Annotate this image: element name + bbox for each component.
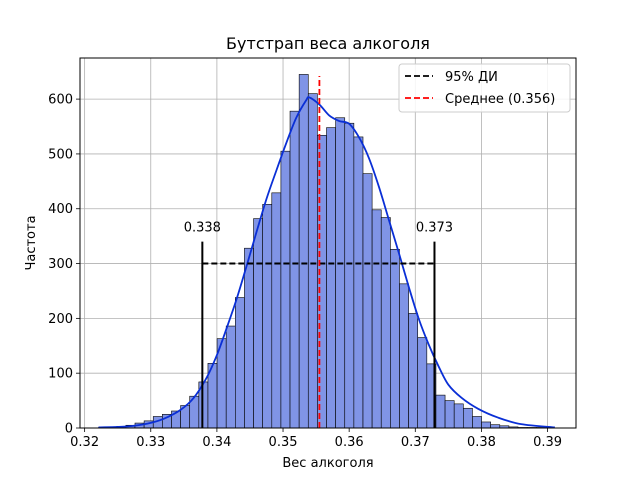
ci-lower-label: 0.338 bbox=[184, 221, 221, 236]
histogram-bar bbox=[445, 401, 454, 428]
histogram-bar bbox=[454, 404, 463, 428]
histogram-bar bbox=[281, 151, 290, 428]
x-tick-label: 0.36 bbox=[335, 435, 364, 450]
chart-title: Бутстрап веса алкоголя bbox=[226, 34, 430, 53]
histogram-bar bbox=[308, 94, 317, 428]
x-tick-label: 0.39 bbox=[533, 435, 562, 450]
histogram-bar bbox=[290, 111, 299, 428]
histogram-bar bbox=[272, 193, 281, 428]
y-tick-label: 0 bbox=[65, 422, 73, 437]
x-tick-label: 0.34 bbox=[202, 435, 231, 450]
histogram-bar bbox=[472, 416, 481, 428]
y-tick-label: 100 bbox=[48, 367, 73, 382]
y-tick-label: 500 bbox=[48, 147, 73, 162]
histogram-bar bbox=[226, 326, 235, 428]
x-tick-label: 0.37 bbox=[401, 435, 430, 450]
y-tick-label: 200 bbox=[48, 312, 73, 327]
y-tick-label: 400 bbox=[48, 202, 73, 217]
x-tick-label: 0.38 bbox=[467, 435, 496, 450]
histogram-bar bbox=[463, 408, 472, 428]
histogram-bar bbox=[363, 174, 372, 428]
histogram-bar bbox=[327, 128, 336, 428]
x-tick-label: 0.33 bbox=[136, 435, 165, 450]
histogram-bar bbox=[336, 118, 345, 428]
histogram-bar bbox=[482, 422, 491, 428]
y-tick-label: 600 bbox=[48, 93, 73, 108]
histogram-bar bbox=[299, 74, 308, 428]
histogram-bar bbox=[263, 204, 272, 428]
x-tick-label: 0.32 bbox=[70, 435, 99, 450]
histogram-bar bbox=[354, 137, 363, 428]
histogram-bar bbox=[372, 210, 381, 428]
legend-mean-label: Среднее (0.356) bbox=[445, 92, 555, 107]
histogram-bar bbox=[409, 313, 418, 428]
histogram-bar bbox=[254, 219, 263, 428]
legend: 95% ДИ Среднее (0.356) bbox=[399, 64, 570, 112]
histogram-bar bbox=[244, 248, 253, 428]
histogram-bar bbox=[381, 218, 390, 428]
x-tick-label: 0.35 bbox=[269, 435, 298, 450]
histogram-bar bbox=[235, 298, 244, 428]
histogram-bar bbox=[436, 395, 445, 428]
y-axis-label: Частота bbox=[24, 215, 39, 270]
ci-upper-label: 0.373 bbox=[416, 221, 453, 236]
histogram-bar bbox=[390, 249, 399, 428]
histogram-bar bbox=[345, 123, 354, 428]
legend-ci-label: 95% ДИ bbox=[445, 70, 498, 85]
x-axis-label: Вес алкоголя bbox=[282, 456, 373, 471]
y-tick-label: 300 bbox=[48, 257, 73, 272]
histogram-bar bbox=[418, 338, 427, 428]
histogram-bar bbox=[399, 284, 408, 428]
